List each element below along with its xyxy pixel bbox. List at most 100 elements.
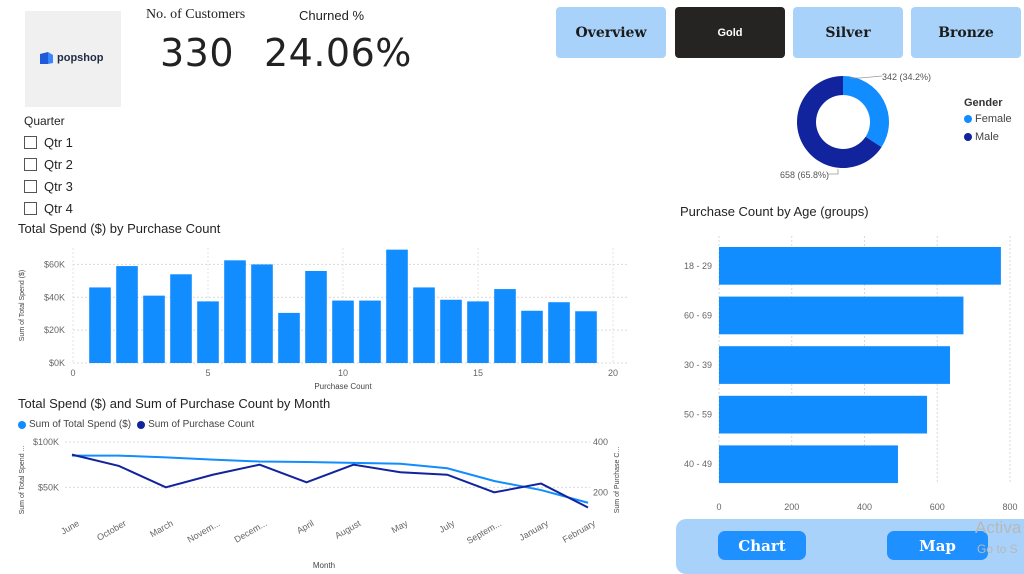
customers-kpi-value: 330 <box>160 31 235 75</box>
bar <box>251 264 273 363</box>
legend-dot <box>964 133 972 141</box>
x-axis-title: Purchase Count <box>314 382 372 391</box>
activation-watermark-text: Go to S <box>977 542 1018 556</box>
x-tick-label: 600 <box>930 502 945 512</box>
x-tick-label: Decem... <box>232 518 268 545</box>
slicer-item-qtr2[interactable]: Qtr 2 <box>24 157 73 172</box>
count-by-age-title: Purchase Count by Age (groups) <box>680 204 869 219</box>
x-tick-label: Septem... <box>465 518 503 546</box>
activation-watermark-title: Activa <box>975 518 1022 537</box>
donut-slice-female <box>843 76 889 148</box>
x-tick-label: 200 <box>784 502 799 512</box>
y-axis-title: Sum of Total Spend ($) <box>19 270 26 341</box>
y-tick-label: 40 - 49 <box>684 459 712 469</box>
x-tick-label: October <box>95 518 128 543</box>
x-tick-label: April <box>295 518 316 536</box>
bar <box>332 300 354 363</box>
popshop-logo-icon <box>40 52 53 64</box>
y-tick-label: 30 - 39 <box>684 360 712 370</box>
x-tick-label: July <box>437 518 456 535</box>
line-legend: Sum of Total Spend ($) Sum of Purchase C… <box>18 419 254 430</box>
checkbox[interactable] <box>24 158 37 171</box>
donut-data-label: 342 (34.2%) <box>882 72 931 82</box>
bar <box>719 445 898 484</box>
x-tick-label: 10 <box>338 368 348 378</box>
y-tick-label: $0K <box>49 358 65 368</box>
y-tick-label: $20K <box>44 325 65 335</box>
bar <box>386 249 408 363</box>
churn-kpi-value: 24.06% <box>264 31 412 75</box>
checkbox[interactable] <box>24 202 37 215</box>
legend-item-purchase-count[interactable]: Sum of Purchase Count <box>137 419 254 430</box>
company-logo: popshop <box>25 11 121 107</box>
y-tick-label: 18 - 29 <box>684 261 712 271</box>
bar <box>521 310 543 363</box>
logo-mark: popshop <box>39 51 103 65</box>
bar <box>575 311 597 363</box>
spend-by-month-title: Total Spend ($) and Sum of Purchase Coun… <box>18 396 331 411</box>
legend-label: Sum of Total Spend ($) <box>29 419 132 430</box>
map-page-button[interactable]: Map <box>887 531 988 560</box>
legend-item-total-spend[interactable]: Sum of Total Spend ($) <box>18 419 131 430</box>
spend-by-count-title: Total Spend ($) by Purchase Count <box>18 221 221 236</box>
y-tick-label: $40K <box>44 292 65 302</box>
legend-item-male[interactable]: Male <box>964 131 1012 143</box>
legend-dot <box>18 420 26 429</box>
bar <box>467 301 489 363</box>
slicer-item-label: Qtr 3 <box>44 179 73 194</box>
bar <box>89 287 111 363</box>
slicer-item-label: Qtr 4 <box>44 201 73 216</box>
x-tick-label: 400 <box>857 502 872 512</box>
y-tick-label: $50K <box>38 482 59 492</box>
nav-silver-button[interactable]: Silver <box>793 7 903 58</box>
y2-axis-title: Sum of Purchase C... <box>614 447 621 514</box>
bar <box>719 346 950 384</box>
bar <box>719 395 928 434</box>
slicer-item-qtr1[interactable]: Qtr 1 <box>24 135 73 150</box>
y2-tick-label: 200 <box>593 487 608 497</box>
spend-by-month-chart: $50K $100K 200 400 June October March Novem... D… <box>19 437 621 570</box>
customers-kpi-label: No. of Customers <box>146 7 246 22</box>
x-tick-label: 0 <box>716 502 721 512</box>
series-line-total-spend <box>72 454 589 504</box>
x-tick-label: Novem... <box>186 518 222 545</box>
x-tick-label: 0 <box>70 368 75 378</box>
count-by-age-chart: 0 200 400 600 800 18 - 29 60 - 69 30 - 39 50 - 5… <box>684 236 1018 512</box>
legend-label: Male <box>975 131 999 143</box>
slicer-item-qtr3[interactable]: Qtr 3 <box>24 179 73 194</box>
y-axis-title: Sum of Total Spend ... <box>19 446 26 515</box>
legend-dot <box>964 115 972 123</box>
x-tick-label: August <box>333 518 363 541</box>
nav-bronze-button[interactable]: Bronze <box>911 7 1021 58</box>
bar <box>305 271 327 363</box>
legend-title: Gender <box>964 97 1003 109</box>
x-tick-label: June <box>59 518 81 536</box>
y2-tick-label: 400 <box>593 437 608 447</box>
slicer-title: Quarter <box>24 114 65 128</box>
legend-item-female[interactable]: Female <box>964 113 1012 125</box>
slicer-item-label: Qtr 2 <box>44 157 73 172</box>
legend-dot <box>137 420 146 429</box>
x-tick-label: February <box>561 518 598 545</box>
x-axis-title: Month <box>313 561 335 570</box>
y-tick-label: $60K <box>44 259 65 269</box>
slicer-item-qtr4[interactable]: Qtr 4 <box>24 201 73 216</box>
bar <box>719 296 964 335</box>
nav-overview-button[interactable]: Overview <box>556 7 666 58</box>
y-tick-label: 60 - 69 <box>684 310 712 320</box>
bar <box>278 312 300 363</box>
quarter-slicer: Quarter Qtr 1 Qtr 2 Qtr 3 Qtr 4 <box>24 114 73 216</box>
x-tick-label: 5 <box>205 368 210 378</box>
checkbox[interactable] <box>24 180 37 193</box>
legend-label: Female <box>975 113 1012 125</box>
bar <box>143 295 165 363</box>
donut-data-label: 658 (65.8%) <box>780 170 829 180</box>
series-line-purchase-count <box>71 453 589 509</box>
data-label-leader <box>850 75 883 79</box>
gender-donut-chart: 342 (34.2%) 658 (65.8%) <box>780 72 931 180</box>
chart-page-button[interactable]: Chart <box>718 531 806 560</box>
donut-slice-male <box>797 76 882 168</box>
bar <box>116 266 138 363</box>
checkbox[interactable] <box>24 136 37 149</box>
nav-gold-button[interactable]: Gold <box>675 7 785 58</box>
